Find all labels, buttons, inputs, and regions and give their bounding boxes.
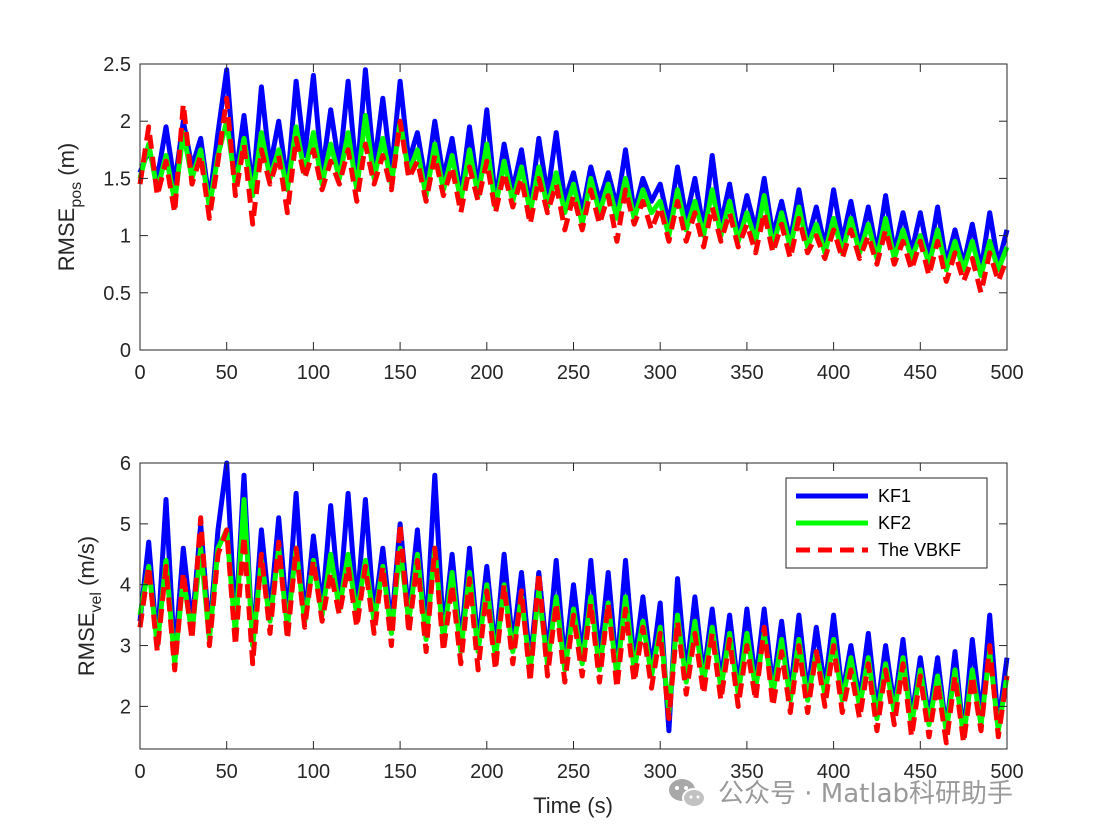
y-tick-label: 6 (120, 453, 131, 475)
wechat-icon (669, 779, 706, 808)
series-lines (137, 460, 1010, 746)
series-lines (137, 67, 1010, 296)
x-tick-label: 100 (297, 362, 330, 384)
x-tick-label: 250 (557, 761, 590, 783)
x-ticks: 0 50 100 150 200 250 300 350 400 450 500 (134, 64, 1024, 384)
legend-label-vbkf: The VBKF (878, 540, 961, 560)
y-axis-label: RMSEpos (m) (54, 143, 85, 271)
plot-area (140, 64, 1007, 350)
x-tick-label: 200 (470, 362, 503, 384)
x-tick-label: 500 (990, 362, 1023, 384)
y-ticks: 2 3 4 5 6 (120, 453, 1007, 718)
y-tick-label: 0 (120, 340, 131, 362)
velocity-rmse-plot: 0 50 100 150 200 250 300 350 400 450 500 2 3 4 5 6 RMS… (74, 453, 1024, 818)
x-tick-label: 150 (383, 362, 416, 384)
series-line-the-vbkf (137, 515, 1010, 746)
x-tick-label: 450 (904, 362, 937, 384)
x-tick-label: 50 (216, 362, 238, 384)
x-tick-label: 200 (470, 761, 503, 783)
y-tick-label: 4 (120, 575, 131, 597)
x-tick-label: 500 (990, 761, 1023, 783)
y-tick-label: 0.5 (103, 283, 131, 305)
x-tick-label: 150 (383, 761, 416, 783)
legend: KF1 KF2 The VBKF (785, 477, 988, 569)
x-axis-label: Time (s) (533, 793, 613, 818)
x-tick-label: 100 (297, 761, 330, 783)
y-tick-label: 5 (120, 514, 131, 536)
x-tick-label: 300 (644, 761, 677, 783)
y-ticks: 0 0.5 1 1.5 2 2.5 (103, 54, 1007, 362)
x-tick-label: 450 (904, 761, 937, 783)
x-tick-label: 350 (730, 761, 763, 783)
legend-label-kf1: KF1 (878, 486, 911, 506)
x-tick-label: 350 (730, 362, 763, 384)
x-tick-label: 250 (557, 362, 590, 384)
watermark-text: 公众号 · Matlab科研助手 (718, 779, 1013, 809)
position-rmse-plot: 0 50 100 150 200 250 300 350 400 450 500 0 0.5 1 1.5 2… (54, 54, 1024, 384)
legend-label-kf2: KF2 (878, 513, 911, 533)
y-tick-label: 2.5 (103, 54, 131, 76)
x-tick-label: 400 (817, 362, 850, 384)
y-tick-label: 1 (120, 226, 131, 248)
x-ticks: 0 50 100 150 200 250 300 350 400 450 500 (134, 463, 1024, 783)
x-tick-label: 300 (644, 362, 677, 384)
x-tick-label: 50 (216, 761, 238, 783)
x-tick-label: 400 (817, 761, 850, 783)
y-tick-label: 3 (120, 636, 131, 658)
x-tick-label: 0 (134, 761, 145, 783)
y-tick-label: 2 (120, 111, 131, 133)
series-line-kf2 (137, 113, 1010, 279)
watermark: 公众号 · Matlab科研助手 (669, 779, 1013, 809)
series-line-kf1 (137, 67, 1010, 273)
x-tick-label: 0 (134, 362, 145, 384)
y-tick-label: 2 (120, 696, 131, 718)
y-tick-label: 1.5 (103, 168, 131, 190)
y-axis-label: RMSEvel (m/s) (74, 536, 105, 676)
